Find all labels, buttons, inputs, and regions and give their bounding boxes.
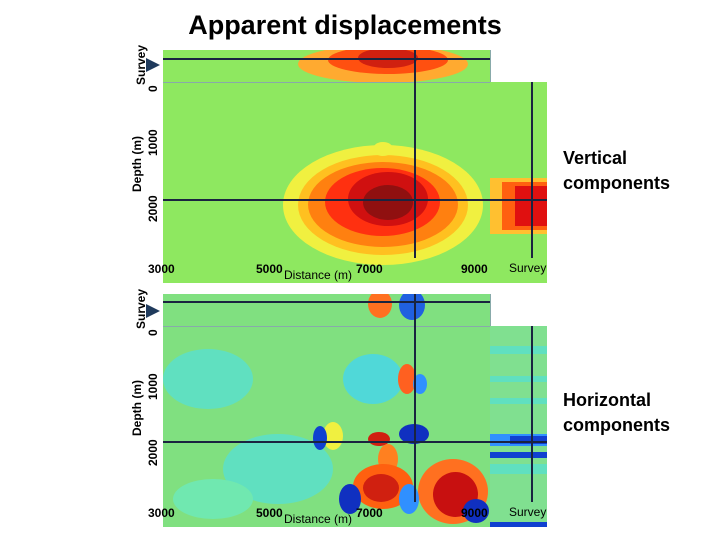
blue-spot-1	[313, 426, 327, 450]
survey-marker-line	[163, 58, 490, 60]
horizontal-components-label: Horizontal components	[563, 388, 670, 438]
red-spot-1	[398, 364, 416, 394]
y-tick-2000: 2000	[146, 439, 160, 466]
cyan-patch-1	[163, 349, 253, 409]
vertical-displacement-map	[163, 50, 490, 283]
side-panel-blank	[490, 294, 548, 326]
depth-marker-line	[163, 199, 547, 201]
yellow-spot	[323, 422, 343, 450]
y-tick-0: 0	[146, 329, 160, 336]
side-marker-line	[531, 82, 533, 258]
side-survey-label: Survey	[509, 261, 547, 275]
survey-arrow-icon	[146, 304, 160, 318]
horizontal-survey-profile	[490, 326, 547, 527]
cyan-patch-4	[173, 479, 253, 519]
red-patch-5	[363, 474, 399, 502]
blue-spot-2	[339, 484, 361, 514]
profile-stripe-2	[490, 376, 547, 382]
profile-stripe-1	[490, 346, 547, 354]
x-tick-9000: 9000	[461, 262, 488, 276]
horizontal-label-line1: Horizontal	[563, 390, 651, 410]
profile-stripe-3	[490, 398, 547, 404]
page-title: Apparent displacements	[188, 10, 502, 40]
depth-anomaly-speck	[373, 142, 393, 156]
depth-axis-label: Depth (m)	[130, 136, 144, 192]
blue-spot-4	[413, 374, 427, 394]
x-tick-5000: 5000	[256, 262, 283, 276]
side-panel-blank	[490, 50, 548, 82]
y-tick-1000: 1000	[146, 373, 160, 400]
x-tick-3000: 3000	[148, 506, 175, 520]
x-tick-9000: 9000	[461, 506, 488, 520]
depth-anomaly-core	[363, 185, 413, 220]
horizontal-label-line2: components	[563, 415, 671, 435]
distance-marker-line	[414, 50, 416, 258]
vertical-survey-profile	[490, 82, 547, 283]
depth-axis-label: Depth (m)	[130, 380, 144, 436]
x-tick-3000: 3000	[148, 262, 175, 276]
x-tick-7000: 7000	[356, 506, 383, 520]
survey-blue-spot	[399, 294, 425, 320]
survey-red-spot	[368, 294, 392, 318]
survey-marker-line	[163, 301, 490, 303]
survey-baseline	[163, 326, 490, 327]
x-tick-7000: 7000	[356, 262, 383, 276]
vertical-components-label: Vertical components	[563, 146, 670, 196]
survey-arrow-icon	[146, 58, 160, 72]
profile-stripe-5	[510, 436, 547, 444]
vertical-label-line2: components	[563, 173, 671, 193]
side-marker-line	[531, 326, 533, 502]
profile-stripe-6	[490, 452, 547, 458]
distance-marker-line	[414, 294, 416, 502]
survey-axis-label: Survey	[134, 288, 148, 329]
distance-axis-label: Distance (m)	[284, 512, 353, 526]
y-tick-0: 0	[146, 85, 160, 92]
depth-marker-line	[163, 441, 547, 443]
vertical-panel: Survey 0 1000 2000 Depth (m) 3000 5000 7…	[0, 0, 720, 283]
horizontal-panel: Survey 0 1000 2000 Depth (m) 3000 5000 7…	[0, 244, 720, 527]
blue-spot-6	[463, 499, 489, 523]
cyan-patch-3	[343, 354, 403, 404]
y-tick-1000: 1000	[146, 129, 160, 156]
x-tick-5000: 5000	[256, 506, 283, 520]
profile-stripe-8	[490, 522, 547, 527]
side-survey-label: Survey	[509, 505, 547, 519]
survey-baseline	[163, 82, 490, 83]
vertical-label-line1: Vertical	[563, 148, 628, 168]
y-tick-2000: 2000	[146, 195, 160, 222]
horizontal-displacement-map	[163, 294, 490, 527]
blue-spot-5	[399, 484, 419, 514]
distance-axis-label: Distance (m)	[284, 268, 353, 282]
survey-axis-label: Survey	[134, 44, 148, 85]
profile-stripe-7	[490, 464, 547, 474]
